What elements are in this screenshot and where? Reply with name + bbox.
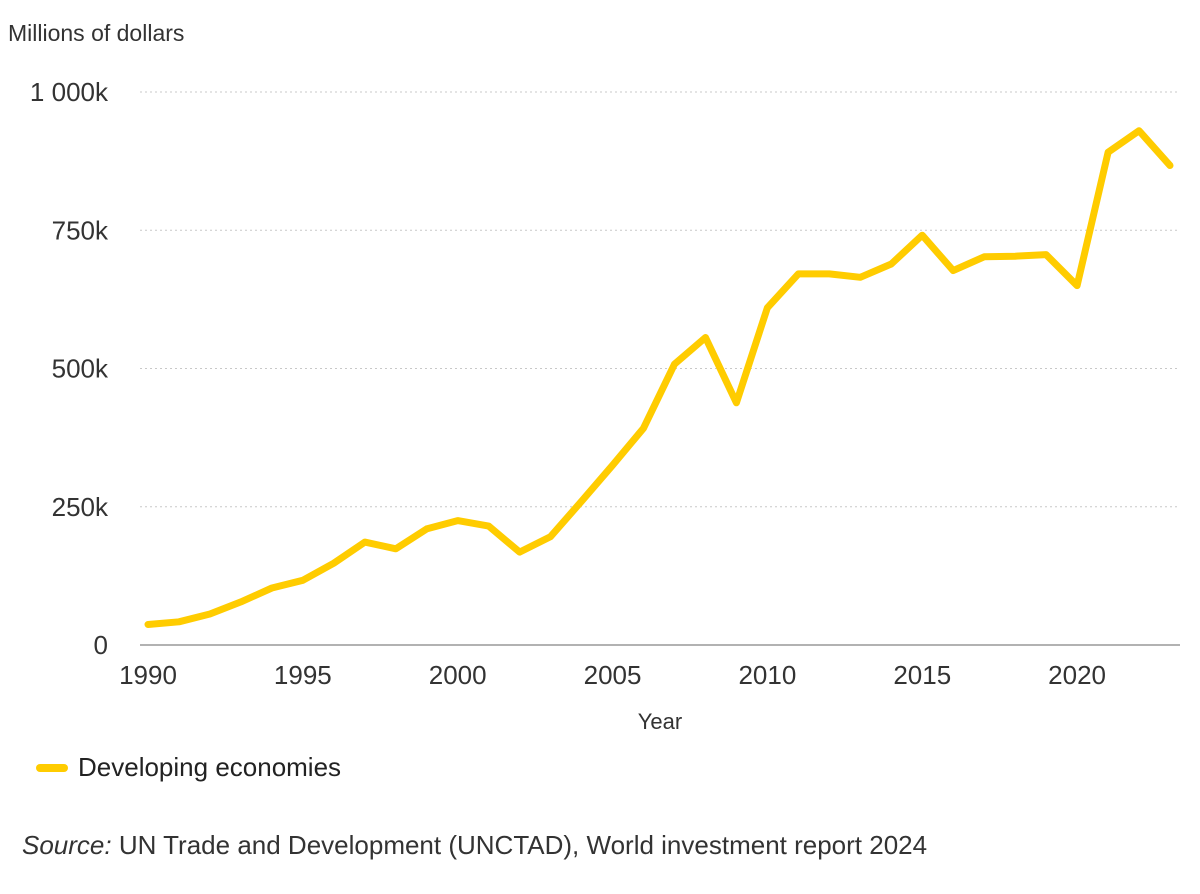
source-note: Source: UN Trade and Development (UNCTAD… xyxy=(22,830,927,861)
x-tick-label: 2020 xyxy=(1048,660,1106,690)
y-tick-label: 750k xyxy=(52,215,109,245)
x-axis-ticks: 1990 1995 2000 2005 2010 2015 2020 xyxy=(119,660,1106,690)
x-tick-label: 1995 xyxy=(274,660,332,690)
y-tick-label: 0 xyxy=(94,630,108,660)
gridlines xyxy=(140,91,1180,508)
source-text: UN Trade and Development (UNCTAD), World… xyxy=(111,830,928,860)
y-axis-title: Millions of dollars xyxy=(8,20,184,46)
series-group xyxy=(144,127,1174,628)
x-tick-label: 2010 xyxy=(738,660,796,690)
legend-label: Developing economies xyxy=(78,752,342,782)
series-line xyxy=(144,127,1174,628)
y-tick-label: 250k xyxy=(52,492,109,522)
legend: Developing economies xyxy=(36,752,341,783)
x-tick-label: 1990 xyxy=(119,660,177,690)
x-tick-label: 2015 xyxy=(893,660,951,690)
source-prefix: Source: xyxy=(22,830,112,860)
x-tick-label: 2005 xyxy=(584,660,642,690)
y-axis-ticks: 0 250k 500k 750k 1 000k xyxy=(30,77,109,660)
x-axis-title: Year xyxy=(638,709,682,734)
y-tick-label: 1 000k xyxy=(30,77,109,107)
y-tick-label: 500k xyxy=(52,354,109,384)
legend-swatch xyxy=(36,763,68,772)
x-tick-label: 2000 xyxy=(429,660,487,690)
